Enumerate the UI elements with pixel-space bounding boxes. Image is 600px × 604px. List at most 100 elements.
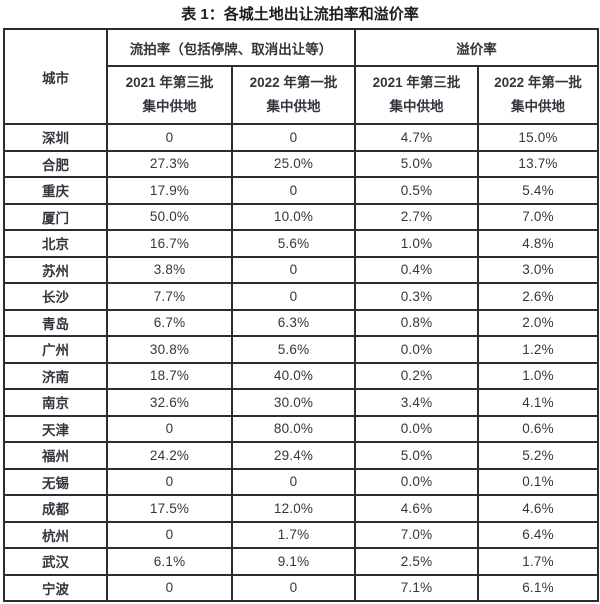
table-row: 青岛 6.7% 6.3% 0.8% 2.0%	[3, 308, 599, 337]
value-cell: 2.5%	[354, 547, 479, 576]
value-cell: 7.0%	[354, 520, 479, 549]
table-row: 天津 0 80.0% 0.0% 0.6%	[3, 414, 599, 443]
table-row: 厦门 50.0% 10.0% 2.7% 7.0%	[3, 202, 599, 231]
value-cell: 30.8%	[106, 335, 233, 364]
table-row: 苏州 3.8% 0 0.4% 3.0%	[3, 255, 599, 284]
subheader-line2: 集中供地	[511, 99, 565, 114]
subheader-line1: 2022 年第一批	[249, 75, 338, 90]
city-cell: 济南	[3, 361, 108, 390]
land-auction-table: 城市 流拍率（包括停牌、取消出让等） 溢价率 2021 年第三批 集中供地 20…	[3, 28, 599, 602]
value-cell: 4.7%	[354, 123, 479, 152]
city-cell: 无锡	[3, 467, 108, 496]
value-cell: 0.4%	[354, 255, 479, 284]
value-cell: 0.1%	[477, 467, 599, 496]
table-row: 宁波 0 0 7.1% 6.1%	[3, 573, 599, 602]
value-cell: 50.0%	[106, 202, 233, 231]
table-row: 长沙 7.7% 0 0.3% 2.6%	[3, 282, 599, 311]
city-cell: 深圳	[3, 123, 108, 152]
value-cell: 0	[106, 467, 233, 496]
value-cell: 0.6%	[477, 414, 599, 443]
page-title: 表 1：各城土地出让流拍率和溢价率	[181, 6, 419, 23]
table-row: 深圳 0 0 4.7% 15.0%	[3, 123, 599, 152]
table-row: 成都 17.5% 12.0% 4.6% 4.6%	[3, 494, 599, 523]
value-cell: 12.0%	[231, 494, 356, 523]
value-cell: 6.3%	[231, 308, 356, 337]
value-cell: 3.0%	[477, 255, 599, 284]
subheader-line2: 集中供地	[142, 99, 197, 114]
city-cell: 厦门	[3, 202, 108, 231]
table-row: 福州 24.2% 29.4% 5.0% 5.2%	[3, 441, 599, 470]
value-cell: 0.0%	[354, 467, 479, 496]
city-cell: 广州	[3, 335, 108, 364]
value-cell: 2.7%	[354, 202, 479, 231]
table-header: 城市 流拍率（包括停牌、取消出让等） 溢价率 2021 年第三批 集中供地 20…	[3, 28, 599, 125]
city-cell: 杭州	[3, 520, 108, 549]
value-cell: 5.0%	[354, 149, 479, 178]
value-cell: 6.1%	[106, 547, 233, 576]
value-cell: 0.3%	[354, 282, 479, 311]
value-cell: 32.6%	[106, 388, 233, 417]
value-cell: 0	[231, 176, 356, 205]
city-cell: 青岛	[3, 308, 108, 337]
city-cell: 重庆	[3, 176, 108, 205]
value-cell: 0	[106, 123, 233, 152]
city-cell: 宁波	[3, 573, 108, 602]
value-cell: 7.1%	[354, 573, 479, 602]
value-cell: 27.3%	[106, 149, 233, 178]
subheader-line1: 2022 年第一批	[494, 75, 582, 90]
value-cell: 2.0%	[477, 308, 599, 337]
value-cell: 25.0%	[231, 149, 356, 178]
value-cell: 5.6%	[231, 335, 356, 364]
group-header-row: 城市 流拍率（包括停牌、取消出让等） 溢价率	[3, 28, 599, 125]
table-row: 武汉 6.1% 9.1% 2.5% 1.7%	[3, 547, 599, 576]
group-header-failure-rate: 流拍率（包括停牌、取消出让等）	[106, 28, 356, 67]
table-body: 深圳 0 0 4.7% 15.0% 合肥 27.3% 25.0% 5.0% 13.7% 重庆 17.9…	[3, 123, 599, 602]
value-cell: 18.7%	[106, 361, 233, 390]
value-cell: 0	[231, 282, 356, 311]
value-cell: 0	[231, 573, 356, 602]
city-cell: 南京	[3, 388, 108, 417]
table-row: 北京 16.7% 5.6% 1.0% 4.8%	[3, 229, 599, 258]
subheader-line2: 集中供地	[266, 99, 321, 114]
table-row: 重庆 17.9% 0 0.5% 5.4%	[3, 176, 599, 205]
value-cell: 29.4%	[231, 441, 356, 470]
value-cell: 4.1%	[477, 388, 599, 417]
value-cell: 4.8%	[477, 229, 599, 258]
table-row: 合肥 27.3% 25.0% 5.0% 13.7%	[3, 149, 599, 178]
table-row: 广州 30.8% 5.6% 0.0% 1.2%	[3, 335, 599, 364]
city-column-header: 城市	[3, 28, 108, 125]
value-cell: 1.0%	[354, 229, 479, 258]
value-cell: 0.0%	[354, 414, 479, 443]
value-cell: 0	[231, 255, 356, 284]
value-cell: 0	[106, 414, 233, 443]
value-cell: 13.7%	[477, 149, 599, 178]
city-cell: 福州	[3, 441, 108, 470]
subheader-line1: 2021 年第三批	[372, 75, 461, 90]
table-row: 南京 32.6% 30.0% 3.4% 4.1%	[3, 388, 599, 417]
table-row: 济南 18.7% 40.0% 0.2% 1.0%	[3, 361, 599, 390]
city-cell: 北京	[3, 229, 108, 258]
value-cell: 80.0%	[231, 414, 356, 443]
value-cell: 6.1%	[477, 573, 599, 602]
value-cell: 1.0%	[477, 361, 599, 390]
city-cell: 武汉	[3, 547, 108, 576]
value-cell: 0	[106, 520, 233, 549]
table-row: 无锡 0 0 0.0% 0.1%	[3, 467, 599, 496]
city-cell: 天津	[3, 414, 108, 443]
value-cell: 40.0%	[231, 361, 356, 390]
value-cell: 30.0%	[231, 388, 356, 417]
value-cell: 1.7%	[231, 520, 356, 549]
city-cell: 苏州	[3, 255, 108, 284]
subheader-line2: 集中供地	[389, 99, 444, 114]
value-cell: 0	[106, 573, 233, 602]
value-cell: 1.2%	[477, 335, 599, 364]
value-cell: 0	[231, 123, 356, 152]
value-cell: 5.0%	[354, 441, 479, 470]
group-header-premium-rate: 溢价率	[354, 28, 599, 67]
value-cell: 0.8%	[354, 308, 479, 337]
value-cell: 0.2%	[354, 361, 479, 390]
value-cell: 5.6%	[231, 229, 356, 258]
value-cell: 7.7%	[106, 282, 233, 311]
value-cell: 1.7%	[477, 547, 599, 576]
value-cell: 17.9%	[106, 176, 233, 205]
